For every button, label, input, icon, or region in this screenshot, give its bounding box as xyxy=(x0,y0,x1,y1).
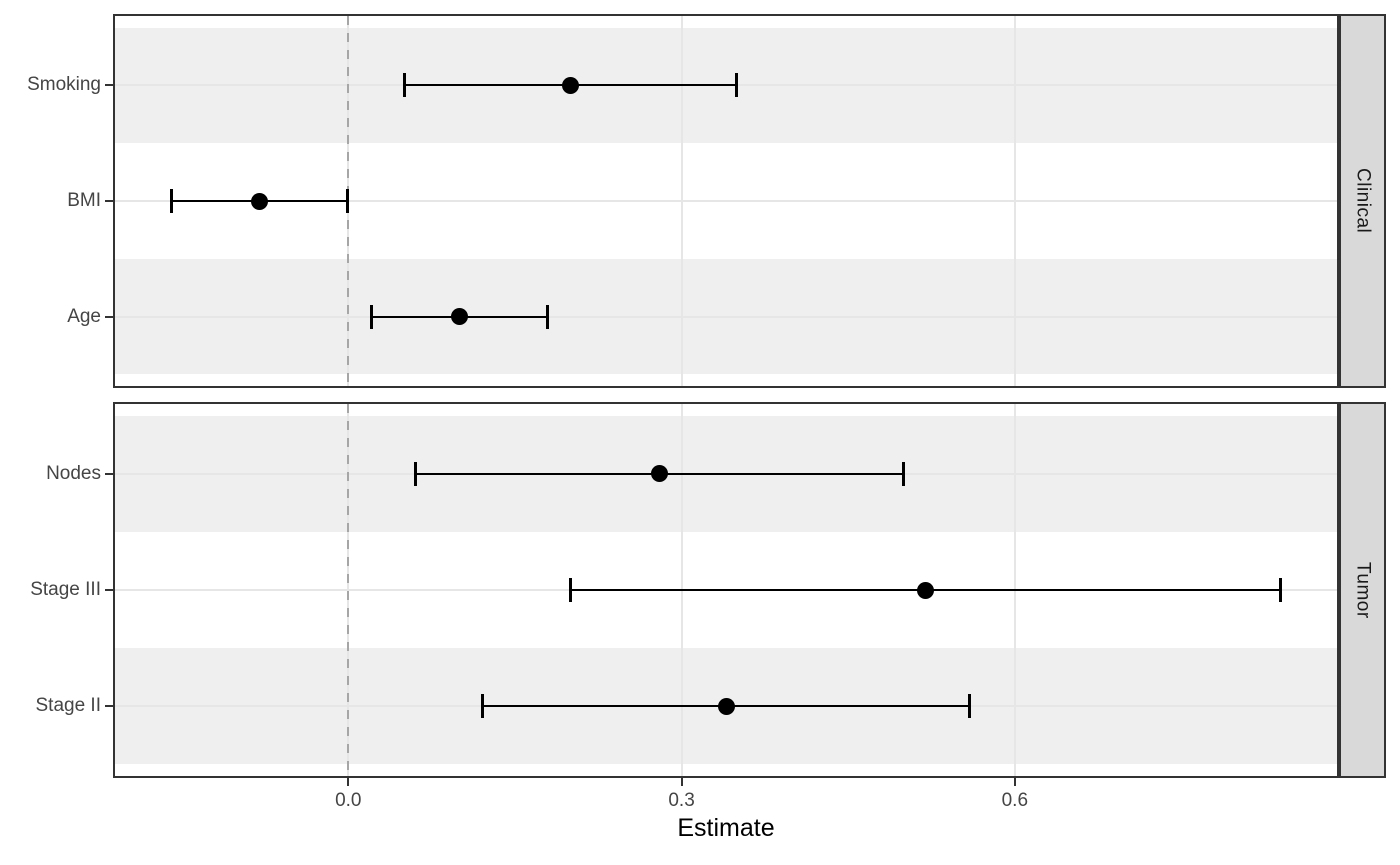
estimate-point xyxy=(717,697,735,715)
facet-panel-clinical xyxy=(113,14,1339,388)
ci-cap-low xyxy=(569,578,573,602)
vertical-gridline xyxy=(680,16,683,386)
estimate-point xyxy=(450,308,468,326)
ci-cap-low xyxy=(413,461,417,486)
facet-strip-label-tumor: Tumor xyxy=(1352,561,1374,619)
estimate-point xyxy=(561,76,579,94)
x-axis-tick-label: 0.0 xyxy=(335,790,362,811)
ci-cap-high xyxy=(1279,578,1283,602)
y-axis-label: Smoking xyxy=(27,74,101,96)
y-axis-label: Nodes xyxy=(46,462,101,484)
ci-cap-high xyxy=(968,694,972,719)
x-axis-tick xyxy=(1013,778,1016,786)
x-axis-tick xyxy=(680,778,683,786)
y-axis-label: Stage III xyxy=(30,579,101,600)
horizontal-gridline xyxy=(115,200,1337,202)
ci-cap-low xyxy=(480,694,484,719)
ci-cap-high xyxy=(546,304,550,329)
horizontal-gridline xyxy=(115,315,1337,318)
facet-strip-clinical: Clinical xyxy=(1339,14,1386,388)
y-axis-tick xyxy=(105,705,113,708)
ci-cap-high xyxy=(735,73,739,98)
x-axis-tick xyxy=(347,778,350,786)
y-axis-tick xyxy=(105,472,113,475)
x-axis-tick-label: 0.6 xyxy=(1001,790,1029,811)
zero-reference-line xyxy=(347,404,350,776)
estimate-point xyxy=(650,465,668,483)
facet-strip-tumor: Tumor xyxy=(1339,402,1386,778)
y-axis-label: Stage II xyxy=(35,695,102,717)
ci-cap-high xyxy=(346,189,350,213)
ci-cap-low xyxy=(369,304,373,329)
estimate-point xyxy=(917,581,935,599)
y-axis-tick xyxy=(105,315,113,318)
y-axis-tick xyxy=(105,84,113,87)
y-axis-tick xyxy=(105,200,113,202)
y-axis-tick xyxy=(105,589,113,591)
estimate-point xyxy=(250,192,268,210)
facet-panel-tumor xyxy=(113,402,1339,778)
vertical-gridline xyxy=(1013,16,1016,386)
x-axis-title: Estimate xyxy=(677,814,775,842)
y-axis-label: Age xyxy=(67,305,101,327)
ci-cap-high xyxy=(901,461,905,486)
y-axis-label: BMI xyxy=(67,190,101,211)
ci-cap-low xyxy=(402,73,406,98)
ci-cap-low xyxy=(169,189,173,213)
facet-strip-label-clinical: Clinical xyxy=(1352,168,1374,234)
x-axis-tick-label: 0.3 xyxy=(668,790,695,811)
